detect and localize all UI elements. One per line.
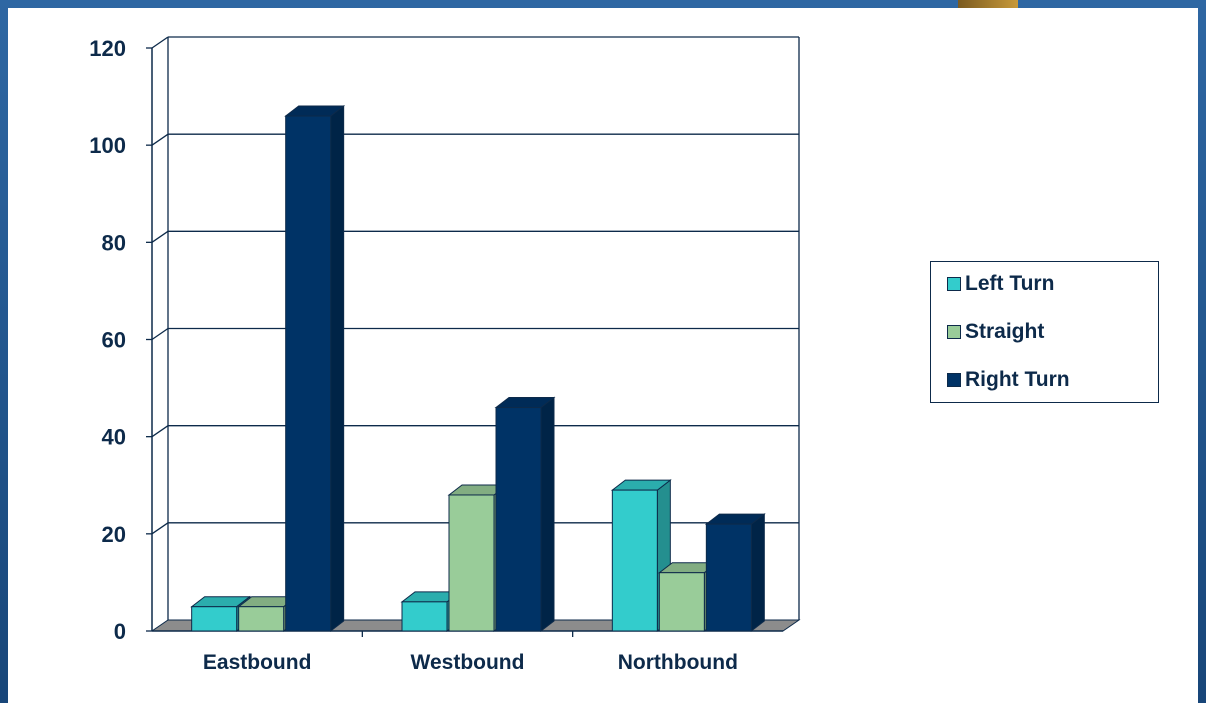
legend-swatch-right-turn <box>947 373 961 387</box>
bar-left-turn-westbound-front <box>401 601 448 632</box>
bar-right-turn-westbound-front <box>495 407 542 632</box>
legend-swatch-left-turn <box>947 277 961 291</box>
gridline-wall <box>151 425 169 438</box>
gridline-wall <box>151 522 169 535</box>
y-tick-label: 120 <box>89 36 126 61</box>
bar-straight-westbound-front <box>448 494 495 632</box>
legend-item-straight: Straight <box>947 318 1044 346</box>
y-tick-label: 0 <box>114 619 126 644</box>
bar-right-turn-eastbound-side <box>330 105 345 633</box>
bar-right-turn-northbound <box>704 513 766 633</box>
bar-right-turn-westbound-side <box>540 396 555 633</box>
y-tick-label: 20 <box>102 522 126 547</box>
legend-label-left-turn: Left Turn <box>965 272 1055 295</box>
legend-item-right-turn: Right Turn <box>947 366 1070 394</box>
y-tick-label: 40 <box>102 425 126 450</box>
x-category-label-westbound: Westbound <box>411 651 525 674</box>
labels-layer: 0 20 40 60 80 100 120 Eastbound Westbound Northbo… <box>89 36 738 674</box>
bar-right-turn-northbound-front <box>705 523 752 632</box>
bar-right-turn-northbound-side <box>750 513 765 633</box>
x-category-label-northbound: Northbound <box>618 651 738 674</box>
y-tick-label: 80 <box>102 230 126 255</box>
bar-left-turn-eastbound-front <box>191 606 238 632</box>
legend-label-straight: Straight <box>965 320 1045 343</box>
chart-legend: Left Turn Straight Right Turn <box>930 261 1159 403</box>
grid-layer <box>151 36 800 620</box>
gridline-wall <box>151 230 169 243</box>
y-tick-label: 100 <box>89 133 126 158</box>
x-category-label-eastbound: Eastbound <box>203 651 312 674</box>
gridline-wall <box>151 327 169 341</box>
corner-accent <box>958 0 1018 8</box>
bar-right-turn-eastbound-front <box>285 115 332 632</box>
bar-left-turn-northbound-front <box>611 489 658 632</box>
gridline-wall <box>151 36 169 49</box>
bar-right-turn-westbound <box>494 396 556 633</box>
y-tick-label: 60 <box>102 328 126 353</box>
gridline-wall <box>151 133 169 146</box>
legend-item-left-turn: Left Turn <box>947 270 1054 298</box>
bar-right-turn-eastbound <box>284 105 346 633</box>
legend-label-right-turn: Right Turn <box>965 368 1070 391</box>
bar-straight-eastbound-front <box>238 606 285 632</box>
legend-swatch-straight <box>947 325 961 339</box>
bar-straight-northbound-front <box>658 572 705 632</box>
bars-layer <box>190 105 766 633</box>
